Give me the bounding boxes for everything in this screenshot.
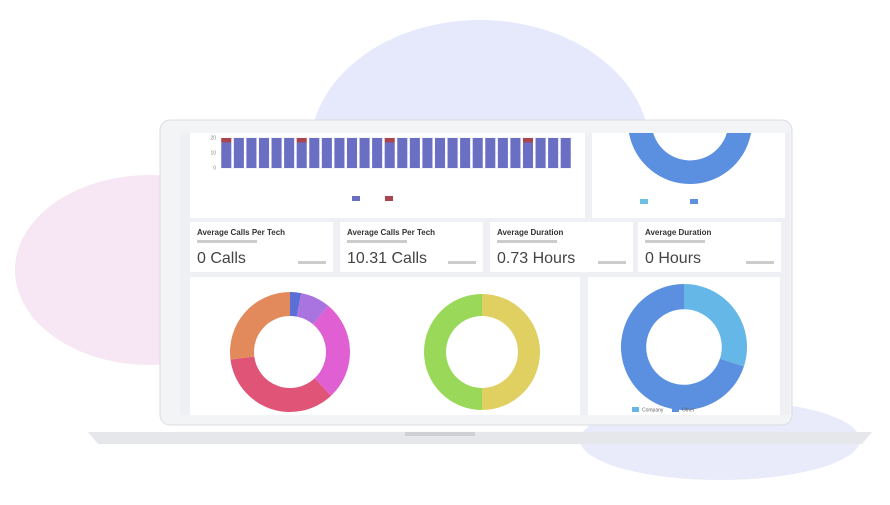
bar	[346, 138, 358, 168]
card-note	[298, 261, 326, 264]
legend-swatch	[632, 407, 639, 412]
legend-label: Other	[682, 407, 695, 413]
legend-swatch	[385, 196, 393, 201]
bar	[221, 138, 232, 143]
y-tick-label: 10	[210, 150, 216, 156]
laptop-base	[88, 432, 872, 444]
card-subtitle	[645, 240, 705, 243]
bar	[434, 138, 446, 168]
bar	[233, 138, 244, 168]
card-title: Average Duration	[497, 228, 564, 237]
bar	[460, 138, 471, 168]
bar	[246, 138, 257, 168]
y-tick-label: 20	[210, 135, 216, 141]
bar	[221, 142, 232, 168]
card-value: 0.73 Hours	[497, 250, 575, 267]
card-subtitle	[197, 240, 257, 243]
bar	[522, 138, 534, 143]
donut-segment	[482, 294, 540, 410]
donut-segment	[621, 284, 744, 411]
bar	[497, 138, 508, 168]
card-title: Average Calls Per Tech	[347, 228, 435, 237]
legend-swatch	[672, 407, 679, 412]
bar	[485, 138, 496, 168]
bar	[535, 138, 546, 168]
bar	[271, 138, 282, 168]
card-value: 0 Hours	[645, 250, 701, 267]
donut-segment	[424, 294, 482, 410]
bar	[384, 138, 395, 143]
notch	[405, 432, 475, 436]
card-title: Average Calls Per Tech	[197, 228, 285, 237]
bar	[384, 142, 395, 168]
donut-segment	[229, 292, 290, 360]
card-subtitle	[497, 240, 557, 243]
bar	[284, 138, 295, 168]
card-note	[746, 261, 774, 264]
donut-segment	[290, 292, 302, 317]
card-title: Average Duration	[645, 228, 712, 237]
bar	[321, 138, 332, 168]
y-tick-label: 0	[213, 165, 216, 171]
bar	[447, 138, 458, 168]
donut-segment	[684, 284, 747, 367]
bar	[409, 138, 420, 168]
bar	[510, 138, 521, 168]
card-note	[448, 261, 476, 264]
legend-swatch	[690, 199, 698, 204]
bar	[258, 138, 270, 168]
card-subtitle	[347, 240, 407, 243]
dashboard: Average Calls Per Tech 0 Calls Average Cal…	[190, 60, 785, 415]
bar	[472, 138, 483, 168]
card-value: 10.31 Calls	[347, 250, 427, 267]
bar	[560, 138, 571, 168]
legend-label: Company	[642, 407, 664, 413]
donut-segment	[629, 133, 751, 184]
bar	[422, 138, 433, 168]
bar	[522, 142, 534, 168]
bar	[372, 138, 383, 168]
bar	[548, 138, 559, 168]
donut-segment	[230, 356, 332, 413]
donut-segment	[296, 293, 329, 325]
legend-swatch	[640, 199, 648, 204]
bar	[296, 138, 307, 143]
card-value: 0 Calls	[197, 250, 246, 267]
bar	[359, 138, 370, 168]
donut-segment	[312, 305, 350, 396]
bar	[397, 138, 408, 168]
legend-swatch	[352, 196, 360, 201]
bar	[296, 142, 307, 168]
donut-segment	[648, 60, 690, 94]
bar	[309, 138, 320, 168]
card-note	[598, 261, 626, 264]
bar	[334, 138, 345, 168]
